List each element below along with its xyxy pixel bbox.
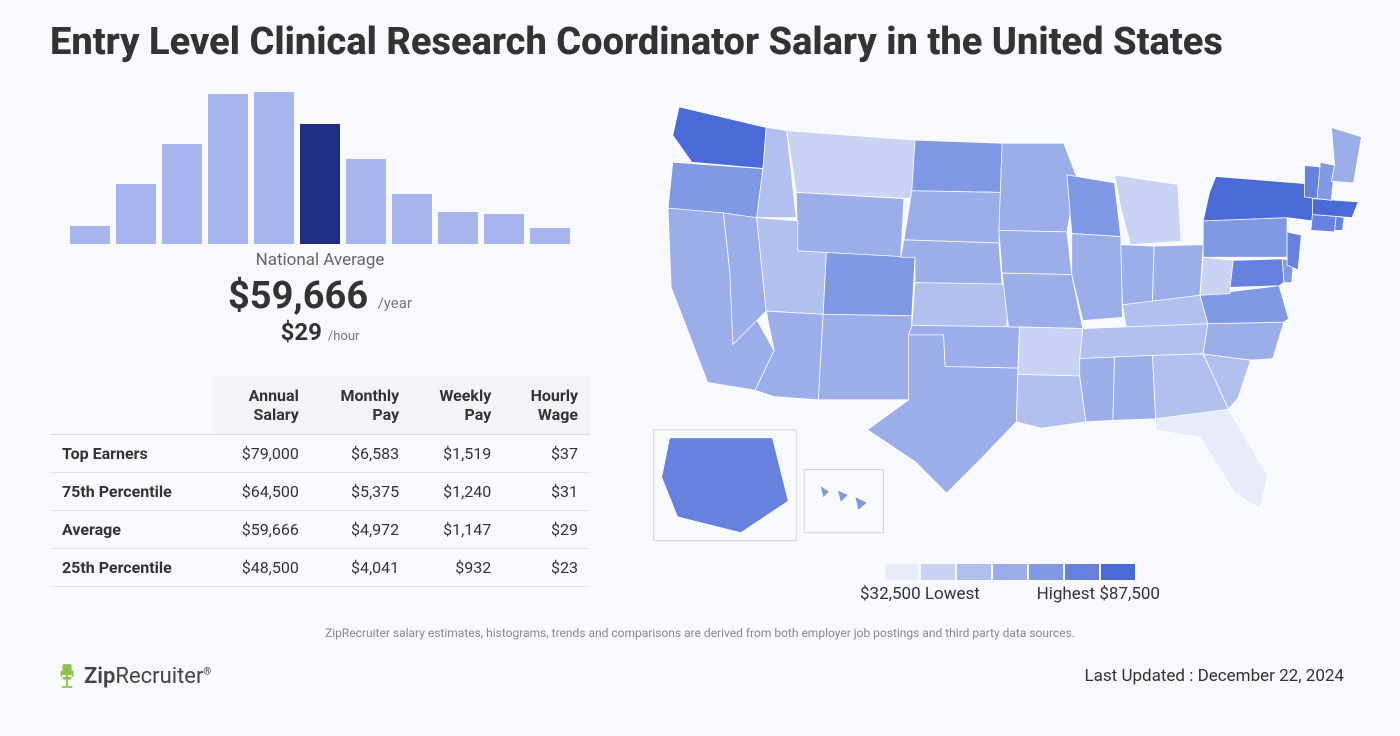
state-la[interactable] xyxy=(1016,374,1086,428)
state-wv[interactable] xyxy=(1200,257,1233,295)
state-ak[interactable] xyxy=(662,438,789,533)
table-cell: $48,500 xyxy=(212,549,310,587)
state-mi[interactable] xyxy=(1115,175,1182,245)
table-header-cell: HourlyWage xyxy=(503,376,590,435)
table-row: 25th Percentile$48,500$4,041$932$23 xyxy=(50,549,590,587)
table-cell: 75th Percentile xyxy=(50,473,212,511)
state-sd[interactable] xyxy=(904,191,1001,243)
state-ct[interactable] xyxy=(1311,215,1336,232)
legend-swatch xyxy=(885,564,919,580)
table-cell: $4,972 xyxy=(311,511,411,549)
legend-swatch xyxy=(921,564,955,580)
histogram-bar xyxy=(162,144,202,244)
legend-swatch xyxy=(1065,564,1099,580)
legend-swatch xyxy=(993,564,1027,580)
state-wi[interactable] xyxy=(1067,175,1121,237)
histogram-bar xyxy=(392,194,432,244)
table-cell: Average xyxy=(50,511,212,549)
histogram-bar xyxy=(208,94,248,244)
state-nc[interactable] xyxy=(1203,322,1284,360)
average-hourly: $29 /hour xyxy=(50,318,590,346)
state-il[interactable] xyxy=(1072,234,1123,321)
state-ms[interactable] xyxy=(1080,357,1115,422)
table-cell: $23 xyxy=(503,549,590,587)
histogram-bar xyxy=(254,92,294,244)
legend-high: Highest $87,500 xyxy=(1037,584,1160,604)
state-ma[interactable] xyxy=(1312,199,1358,218)
legend-low: $32,500 Lowest xyxy=(860,584,980,604)
state-in[interactable] xyxy=(1121,245,1154,305)
legend-swatch xyxy=(1029,564,1063,580)
state-nd[interactable] xyxy=(912,140,1002,192)
table-cell: $4,041 xyxy=(311,549,411,587)
legend-swatch xyxy=(1101,564,1135,580)
average-label: National Average xyxy=(50,250,590,270)
us-map xyxy=(630,84,1390,558)
table-cell: $29 xyxy=(503,511,590,549)
table-header-cell: MonthlyPay xyxy=(311,376,411,435)
table-cell: $5,375 xyxy=(311,473,411,511)
state-oh[interactable] xyxy=(1153,245,1204,302)
state-pa[interactable] xyxy=(1203,218,1287,258)
average-annual: $59,666 /year xyxy=(50,274,590,318)
state-nm[interactable] xyxy=(818,314,911,400)
histogram-bar xyxy=(438,212,478,244)
chair-icon xyxy=(56,662,78,690)
state-al[interactable] xyxy=(1113,355,1156,420)
table-cell: $64,500 xyxy=(212,473,310,511)
state-hi[interactable] xyxy=(820,485,868,510)
state-ar[interactable] xyxy=(1018,327,1083,376)
legend-swatch xyxy=(957,564,991,580)
state-nj[interactable] xyxy=(1287,232,1301,270)
table-cell: Top Earners xyxy=(50,435,212,473)
table-cell: $932 xyxy=(411,549,503,587)
histogram-bar xyxy=(300,124,340,244)
table-header-cell: WeeklyPay xyxy=(411,376,503,435)
histogram-bar xyxy=(346,159,386,244)
state-ne[interactable] xyxy=(901,240,1002,284)
table-cell: $1,147 xyxy=(411,511,503,549)
table-cell: $59,666 xyxy=(212,511,310,549)
disclaimer-text: ZipRecruiter salary estimates, histogram… xyxy=(50,626,1350,640)
ziprecruiter-logo: ZipRecruiter® xyxy=(56,662,211,690)
state-co[interactable] xyxy=(823,253,915,316)
table-cell: $79,000 xyxy=(212,435,310,473)
table-cell: 25th Percentile xyxy=(50,549,212,587)
state-me[interactable] xyxy=(1331,127,1361,182)
table-header-row: AnnualSalaryMonthlyPayWeeklyPayHourlyWag… xyxy=(50,376,590,435)
table-cell: $1,519 xyxy=(411,435,503,473)
state-ri[interactable] xyxy=(1335,216,1345,230)
salary-table: AnnualSalaryMonthlyPayWeeklyPayHourlyWag… xyxy=(50,376,590,587)
state-mt[interactable] xyxy=(787,131,915,199)
table-row: Average$59,666$4,972$1,147$29 xyxy=(50,511,590,549)
table-row: Top Earners$79,000$6,583$1,519$37 xyxy=(50,435,590,473)
table-cell: $1,240 xyxy=(411,473,503,511)
table-header-cell xyxy=(50,376,212,435)
table-cell: $6,583 xyxy=(311,435,411,473)
histogram-bar xyxy=(116,184,156,244)
salary-histogram xyxy=(50,84,590,244)
state-mn[interactable] xyxy=(999,143,1077,232)
state-ia[interactable] xyxy=(999,230,1072,274)
state-ks[interactable] xyxy=(912,283,1009,327)
state-ny[interactable] xyxy=(1203,177,1315,221)
map-legend xyxy=(885,564,1135,580)
state-wy[interactable] xyxy=(796,192,904,257)
state-wa[interactable] xyxy=(673,107,766,169)
histogram-bar xyxy=(530,228,570,244)
table-cell: $31 xyxy=(503,473,590,511)
state-md[interactable] xyxy=(1230,259,1284,288)
histogram-bar xyxy=(484,214,524,244)
last-updated: Last Updated : December 22, 2024 xyxy=(1085,666,1345,686)
state-fl[interactable] xyxy=(1156,409,1268,509)
state-mo[interactable] xyxy=(1002,273,1083,328)
table-header-cell: AnnualSalary xyxy=(212,376,310,435)
page-title: Entry Level Clinical Research Coordinato… xyxy=(50,20,1350,64)
histogram-bar xyxy=(70,226,110,244)
table-row: 75th Percentile$64,500$5,375$1,240$31 xyxy=(50,473,590,511)
state-tn[interactable] xyxy=(1080,324,1208,359)
table-cell: $37 xyxy=(503,435,590,473)
